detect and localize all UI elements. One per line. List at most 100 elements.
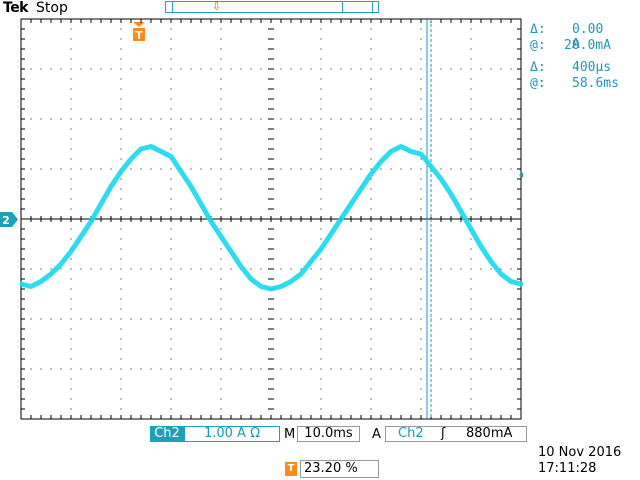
grid-dot bbox=[420, 158, 422, 160]
grid-dot bbox=[440, 118, 442, 120]
grid-dot bbox=[370, 388, 372, 390]
grid-dot bbox=[240, 118, 242, 120]
grid-dot bbox=[420, 358, 422, 360]
channel-indicator[interactable]: Ch2 bbox=[150, 426, 184, 442]
grid-dot bbox=[40, 168, 42, 170]
cursor-readout-1-at: @: 20.0mA bbox=[530, 38, 611, 53]
grid-dot bbox=[250, 318, 252, 320]
grid-dot bbox=[170, 278, 172, 280]
grid-dot bbox=[40, 368, 42, 370]
grid-dot bbox=[170, 288, 172, 290]
grid-dot bbox=[50, 168, 52, 170]
grid-dot bbox=[460, 268, 462, 270]
trigger-position-marker[interactable]: T bbox=[133, 22, 146, 42]
grid-dot bbox=[120, 228, 122, 230]
grid-dot bbox=[500, 68, 502, 70]
grid-dot bbox=[320, 368, 322, 370]
grid-dot bbox=[440, 68, 442, 70]
horizontal-timebase[interactable]: 10.0ms bbox=[297, 426, 360, 442]
grid-dot bbox=[170, 178, 172, 180]
grid-dot bbox=[70, 308, 72, 310]
grid-dot bbox=[420, 68, 422, 70]
grid-dot bbox=[340, 268, 342, 270]
grid-dot bbox=[220, 168, 222, 170]
grid-dot bbox=[210, 268, 212, 270]
grid-dot bbox=[340, 118, 342, 120]
grid-dot bbox=[120, 258, 122, 260]
grid-dot bbox=[190, 68, 192, 70]
grid-dot bbox=[140, 368, 142, 370]
grid-dot bbox=[370, 188, 372, 190]
grid-dot bbox=[90, 318, 92, 320]
grid-dot bbox=[300, 368, 302, 370]
grid-dot bbox=[320, 268, 322, 270]
grid-dot bbox=[370, 208, 372, 210]
grid-dot bbox=[470, 328, 472, 330]
grid-dot bbox=[370, 238, 372, 240]
grid-dot bbox=[490, 268, 492, 270]
rising-edge-icon: ʃ bbox=[441, 426, 446, 441]
grid-dot bbox=[180, 368, 182, 370]
grid-dot bbox=[80, 118, 82, 120]
grid-dot bbox=[290, 118, 292, 120]
grid-dot bbox=[170, 398, 172, 400]
grid-dot bbox=[70, 278, 72, 280]
grid-dot bbox=[470, 28, 472, 30]
grid-dot bbox=[70, 388, 72, 390]
grid-dot bbox=[220, 128, 222, 130]
vertical-scale[interactable]: 1.00 A Ω bbox=[184, 426, 280, 442]
grid-dot bbox=[360, 118, 362, 120]
grid-dot bbox=[320, 98, 322, 100]
current-at-value: 20.0mA bbox=[564, 38, 611, 53]
grid-dot bbox=[470, 58, 472, 60]
grid-dot bbox=[290, 168, 292, 170]
grid-dot bbox=[80, 68, 82, 70]
grid-dot bbox=[120, 208, 122, 210]
grid-dot bbox=[220, 188, 222, 190]
grid-dot bbox=[220, 358, 222, 360]
grid-dot bbox=[370, 108, 372, 110]
grid-dot bbox=[110, 118, 112, 120]
grid-dot bbox=[40, 68, 42, 70]
grid-dot bbox=[420, 148, 422, 150]
grid-dot bbox=[220, 158, 222, 160]
grid-dot bbox=[470, 388, 472, 390]
grid-dot bbox=[260, 68, 262, 70]
trigger-position-readout[interactable]: 23.20 % bbox=[300, 460, 379, 478]
grid-dot bbox=[220, 338, 222, 340]
grid-dot bbox=[70, 398, 72, 400]
grid-dot bbox=[390, 268, 392, 270]
grid-dot bbox=[310, 268, 312, 270]
grid-dot bbox=[70, 178, 72, 180]
grid-dot bbox=[370, 408, 372, 410]
grid-dot bbox=[420, 298, 422, 300]
grid-dot bbox=[120, 188, 122, 190]
grid-dot bbox=[360, 268, 362, 270]
grid-dot bbox=[120, 38, 122, 40]
grid-dot bbox=[170, 38, 172, 40]
grid-dot bbox=[340, 68, 342, 70]
grid-dot bbox=[180, 68, 182, 70]
grid-dot bbox=[320, 288, 322, 290]
grid-dot bbox=[170, 138, 172, 140]
cursor-readout-2-at: @: 58.6ms bbox=[530, 76, 619, 91]
waveform-display[interactable] bbox=[20, 18, 523, 422]
grid-dot bbox=[380, 268, 382, 270]
grid-dot bbox=[120, 118, 122, 120]
grid-dot bbox=[140, 318, 142, 320]
grid-dot bbox=[120, 348, 122, 350]
grid-dot bbox=[320, 108, 322, 110]
grid-dot bbox=[80, 318, 82, 320]
grid-dot bbox=[60, 68, 62, 70]
trigger-channel: Ch2 bbox=[398, 426, 424, 441]
grid-dot bbox=[470, 118, 472, 120]
trigger-settings[interactable]: Ch2 ʃ 880mA bbox=[385, 426, 527, 442]
grid-dot bbox=[310, 168, 312, 170]
grid-dot bbox=[320, 168, 322, 170]
channel-2-ground-marker[interactable]: 2 bbox=[0, 212, 18, 227]
grid-dot bbox=[470, 258, 472, 260]
grid-dot bbox=[170, 338, 172, 340]
grid-dot bbox=[100, 118, 102, 120]
grid-dot bbox=[370, 268, 372, 270]
grid-dot bbox=[480, 368, 482, 370]
